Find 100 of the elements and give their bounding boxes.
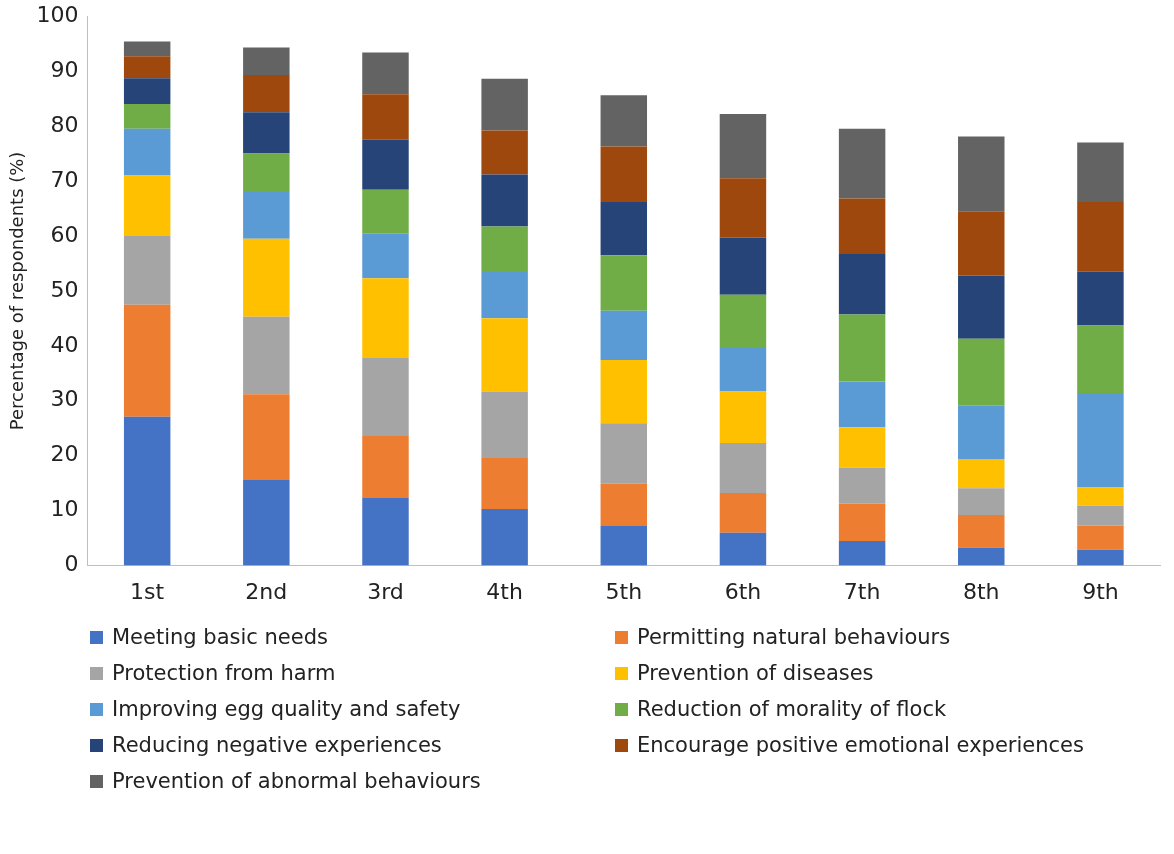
bar [600,201,648,256]
bar [243,238,290,317]
bar [123,416,171,566]
bar [1077,525,1124,550]
bar [481,509,528,566]
bar [481,226,528,272]
bar [838,198,886,255]
bar [719,532,767,566]
bar [1077,142,1124,202]
legend-label: Reduction of morality of flock [637,697,947,721]
y-axis-title: Percentage of respondents (%) [6,151,28,431]
bar [838,254,886,315]
bar [123,78,171,105]
bar [838,540,886,566]
bar [481,391,528,458]
y-tick-label: 10 [50,496,79,522]
x-tick-label: 9th [1082,578,1119,604]
bar [838,314,886,382]
legend-label: Prevention of diseases [637,661,874,685]
y-tick-label: 0 [64,551,79,577]
bar [958,515,1005,548]
x-tick-label: 7th [843,578,881,604]
bar [481,174,528,227]
bar [123,41,171,57]
bar [362,233,409,279]
bar [362,52,409,95]
y-tick-label: 50 [50,276,79,302]
bar [600,423,648,484]
bar [958,275,1005,339]
bar [719,493,767,533]
y-tick-label: 20 [50,441,79,467]
x-tick-label: 6th [724,578,762,604]
bar [958,136,1005,212]
bar [243,74,290,113]
bar [481,457,528,510]
bar [243,394,290,480]
bar [243,316,290,395]
bar [481,318,528,392]
bar [838,427,886,468]
bar [1077,325,1124,394]
bar [1077,201,1124,272]
bar [958,488,1005,516]
bar [600,146,648,202]
bar [600,310,648,361]
bar [958,211,1005,276]
bar [958,405,1005,460]
bar [123,104,171,129]
bar [719,294,767,349]
x-tick-label: 1st [130,578,165,604]
bar [243,47,290,75]
bar [958,547,1005,566]
bar [1077,271,1124,326]
bar [123,128,171,176]
bar [838,381,886,428]
bar [243,153,290,191]
bar [123,56,171,79]
bar [243,112,290,154]
y-tick-label: 100 [36,1,79,27]
bar [600,95,648,147]
legend-label: Permitting natural behaviours [637,625,951,649]
bar [362,189,409,234]
bar [123,175,171,236]
x-tick-label: 4th [486,578,523,604]
legend-label: Reducing negative experiences [112,733,442,757]
bar [123,304,171,417]
bar [1077,549,1124,566]
bar [600,255,648,311]
bar [600,483,648,527]
bar [1077,487,1124,506]
x-tick-label: 8th [962,578,1000,604]
y-tick-label: 70 [50,166,79,192]
bar [600,526,648,566]
bar [481,78,528,131]
x-tick-label: 2nd [245,578,288,604]
bar [838,467,886,504]
bar [1077,505,1124,526]
bar [600,360,648,424]
y-tick-label: 80 [50,111,79,137]
legend-label: Protection from harm [112,661,336,685]
y-tick-label: 90 [50,56,79,82]
bar [243,190,290,239]
bar [838,503,886,541]
legend-label: Meeting basic needs [112,625,328,649]
bar [362,278,409,358]
y-tick-label: 30 [50,386,79,412]
bar [719,113,767,179]
bar [481,130,528,175]
bar [123,235,171,305]
y-tick-label: 60 [50,221,79,247]
x-tick-label: 5th [605,578,643,604]
bar [362,94,409,140]
bar [719,178,767,238]
bar [719,348,767,392]
bar [958,459,1005,489]
bar [362,139,409,190]
bar [719,391,767,444]
legend-label: Encourage positive emotional experiences [637,733,1084,757]
x-tick-label: 3rd [367,578,404,604]
bar [1077,393,1124,488]
bar [481,271,528,319]
